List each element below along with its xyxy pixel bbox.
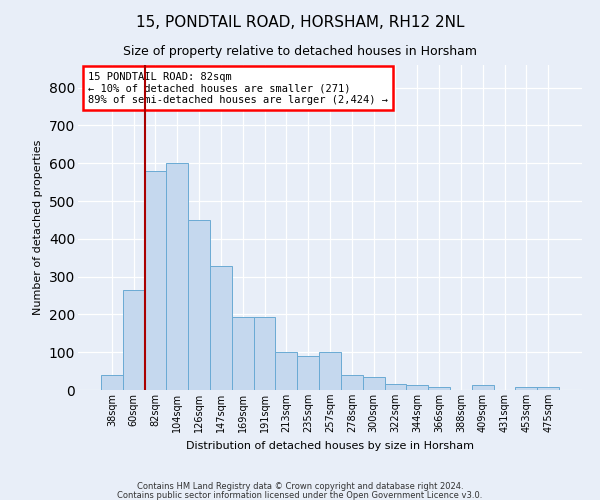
Bar (210, 266, 232, 390)
Bar (123, 290, 145, 390)
Bar (363, 377, 385, 390)
Y-axis label: Number of detached properties: Number of detached properties (33, 140, 43, 315)
Bar (166, 164, 188, 390)
Bar (254, 317, 275, 390)
Bar (319, 352, 341, 390)
Bar (406, 386, 428, 390)
Bar (428, 387, 450, 390)
Text: 15, PONDTAIL ROAD, HORSHAM, RH12 2NL: 15, PONDTAIL ROAD, HORSHAM, RH12 2NL (136, 15, 464, 30)
Text: Contains public sector information licensed under the Open Government Licence v3: Contains public sector information licen… (118, 490, 482, 500)
Bar (515, 387, 537, 390)
Text: Size of property relative to detached houses in Horsham: Size of property relative to detached ho… (123, 45, 477, 58)
Bar (188, 220, 210, 390)
Bar (145, 171, 166, 390)
Bar (101, 375, 123, 390)
X-axis label: Distribution of detached houses by size in Horsham: Distribution of detached houses by size … (186, 440, 474, 450)
Bar (472, 386, 494, 390)
Bar (275, 352, 297, 390)
Bar (385, 384, 406, 390)
Text: 15 PONDTAIL ROAD: 82sqm
← 10% of detached houses are smaller (271)
89% of semi-d: 15 PONDTAIL ROAD: 82sqm ← 10% of detache… (88, 72, 388, 104)
Bar (537, 387, 559, 390)
Text: Contains HM Land Registry data © Crown copyright and database right 2024.: Contains HM Land Registry data © Crown c… (137, 482, 463, 491)
Bar (232, 317, 254, 390)
Bar (297, 356, 319, 390)
Bar (341, 375, 363, 390)
